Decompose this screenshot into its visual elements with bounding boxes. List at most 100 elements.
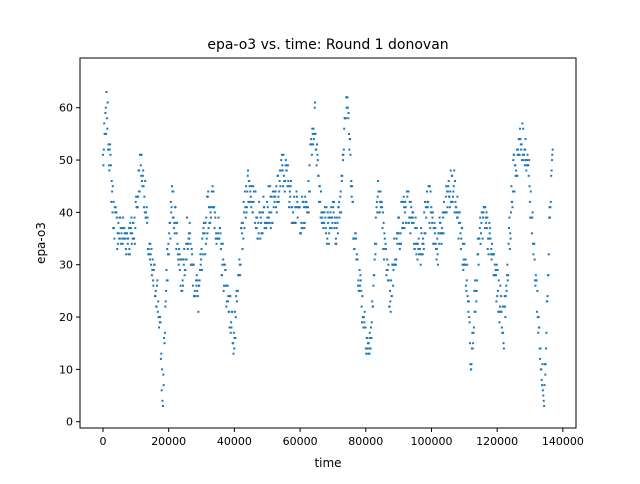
data-point — [510, 211, 512, 214]
data-point — [231, 310, 234, 313]
data-point — [451, 200, 454, 203]
data-point — [424, 232, 427, 235]
data-point — [476, 237, 479, 240]
data-point — [536, 289, 539, 292]
data-point — [338, 216, 341, 219]
x-tick-label: 120000 — [476, 435, 518, 448]
data-point — [381, 227, 384, 230]
data-point — [425, 206, 428, 209]
data-point — [269, 185, 272, 188]
data-point — [198, 279, 201, 282]
x-tick-label: 20000 — [151, 435, 186, 448]
data-point — [289, 185, 292, 188]
data-point — [185, 258, 188, 261]
data-point — [471, 331, 474, 334]
data-point — [455, 206, 458, 209]
data-point — [442, 232, 445, 235]
data-point — [209, 211, 212, 214]
data-point — [225, 284, 227, 287]
data-point — [446, 190, 449, 193]
data-point — [144, 180, 147, 182]
data-point — [293, 195, 296, 198]
data-point — [173, 232, 176, 235]
data-point — [508, 248, 511, 250]
data-point — [484, 206, 487, 209]
data-point — [463, 242, 466, 245]
data-point — [395, 237, 398, 240]
data-point — [371, 300, 374, 303]
data-point — [130, 227, 132, 230]
data-point — [245, 185, 248, 188]
data-point — [190, 248, 193, 250]
data-point — [311, 127, 314, 130]
data-point — [428, 221, 431, 224]
data-point — [202, 232, 205, 235]
data-point — [111, 185, 114, 188]
data-point — [465, 279, 468, 282]
data-point — [153, 263, 156, 266]
data-point — [246, 174, 249, 177]
data-point — [407, 190, 410, 193]
data-point — [422, 248, 425, 250]
data-point — [228, 326, 231, 329]
data-point — [301, 227, 304, 230]
data-point — [364, 326, 367, 329]
data-point — [526, 159, 529, 162]
data-point — [119, 227, 122, 230]
data-point — [163, 331, 166, 334]
data-point — [163, 337, 166, 339]
data-point — [117, 232, 120, 235]
data-point — [323, 206, 326, 209]
data-point — [412, 211, 415, 214]
data-point — [471, 347, 474, 350]
data-point — [316, 153, 319, 156]
data-point — [286, 185, 289, 188]
data-point — [449, 190, 452, 193]
data-point — [150, 248, 153, 250]
data-point — [314, 101, 317, 104]
data-point — [382, 248, 385, 250]
data-point — [462, 269, 465, 271]
data-point — [217, 232, 220, 235]
data-point — [242, 200, 245, 203]
data-point — [173, 221, 176, 224]
data-point — [448, 195, 451, 198]
data-point — [380, 200, 383, 203]
data-point — [458, 211, 461, 214]
data-point — [521, 159, 523, 162]
data-point — [428, 185, 431, 188]
data-point — [518, 153, 521, 156]
data-point — [453, 169, 456, 172]
data-point — [154, 289, 157, 292]
data-point — [199, 269, 201, 271]
data-point — [452, 195, 454, 198]
data-point — [249, 195, 252, 198]
data-point — [440, 242, 443, 245]
data-point — [486, 248, 489, 250]
data-point — [225, 305, 228, 308]
data-point — [156, 310, 159, 313]
data-point — [502, 342, 505, 345]
data-point — [482, 216, 484, 219]
data-point — [254, 190, 257, 193]
data-point — [527, 164, 530, 167]
data-point — [269, 195, 272, 198]
data-point — [533, 242, 536, 245]
data-point — [175, 232, 178, 235]
data-point — [244, 206, 247, 209]
data-point — [517, 153, 520, 156]
data-point — [161, 368, 164, 371]
data-point — [115, 216, 118, 219]
data-point — [239, 274, 242, 277]
data-point — [406, 195, 409, 198]
data-point — [506, 263, 509, 266]
data-point — [481, 237, 484, 240]
data-point — [245, 211, 248, 214]
data-point — [396, 242, 399, 245]
data-point — [336, 216, 339, 219]
data-point — [342, 153, 345, 156]
data-point — [282, 174, 285, 177]
data-point — [170, 211, 173, 214]
data-point — [220, 242, 223, 245]
data-point — [402, 195, 405, 198]
